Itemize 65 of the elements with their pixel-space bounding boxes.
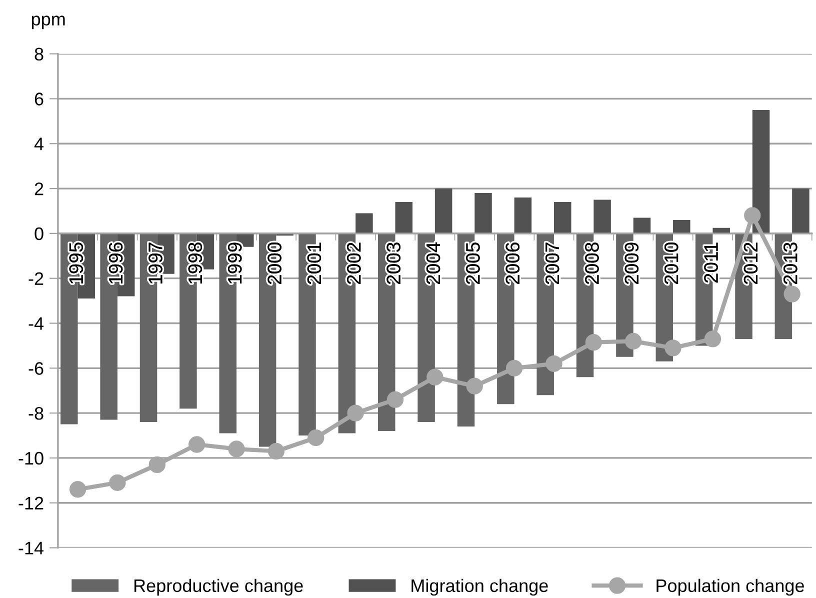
point (625, 332, 642, 350)
bar (434, 188, 452, 234)
point (664, 340, 682, 356)
point (228, 440, 245, 458)
x-tick-label: 2003 (386, 242, 400, 284)
x-tick-label: 2005 (466, 242, 480, 284)
x-tick-label: 1999 (228, 242, 242, 284)
y-tick-label: 2 (34, 182, 44, 196)
point (466, 378, 483, 394)
point (506, 360, 523, 376)
bar (395, 202, 413, 234)
bar (792, 188, 810, 234)
point (188, 436, 206, 453)
x-tick-label: 2000 (268, 242, 282, 284)
y-tick-label: -12 (18, 496, 44, 510)
point (308, 429, 324, 446)
point (69, 481, 86, 498)
x-tick-label: 2004 (426, 242, 440, 284)
x-tick-label: 2012 (744, 242, 758, 284)
y-tick-label: -10 (18, 452, 44, 465)
bar (594, 200, 611, 234)
bar (356, 213, 373, 234)
point (784, 286, 800, 302)
y-tick-label: -2 (28, 272, 44, 285)
point (704, 330, 722, 348)
x-tick-label: 2011 (704, 242, 718, 283)
bar (752, 110, 770, 234)
point (426, 368, 444, 386)
x-tick-label: 2006 (506, 242, 520, 284)
point (585, 334, 602, 351)
x-tick-label: 1997 (148, 242, 162, 284)
point (109, 474, 126, 491)
bar (474, 193, 492, 234)
legend-label: Migration change (412, 578, 548, 596)
y-tick-label: 0 (34, 227, 44, 240)
y-tick-label: -4 (28, 317, 44, 330)
x-tick-label: 2009 (624, 242, 639, 284)
y-tick-label: -8 (28, 406, 44, 420)
point (148, 456, 166, 474)
x-tick-label: 1998 (188, 242, 202, 284)
y-tick-label: 8 (34, 48, 44, 61)
y-axis-title: ppm (32, 16, 65, 30)
bar (673, 220, 690, 234)
point (268, 442, 285, 460)
point (546, 355, 562, 372)
point (386, 391, 404, 408)
bar (633, 218, 651, 234)
point (347, 404, 364, 422)
legend-label: Reproductive change (134, 578, 303, 596)
x-tick-label: 2010 (664, 242, 678, 284)
y-tick-label: -14 (18, 542, 44, 554)
x-tick-label: 1996 (108, 242, 123, 284)
legend-label: Population change (656, 578, 804, 596)
x-tick-label: 2008 (585, 242, 599, 284)
bar (554, 202, 572, 234)
x-tick-label: 2001 (307, 242, 322, 284)
x-tick-label: 2002 (347, 242, 361, 284)
x-tick-label: 1995 (69, 242, 83, 284)
y-tick-label: 4 (34, 138, 44, 150)
x-tick-label: 2013 (784, 242, 798, 284)
y-tick-label: -6 (28, 362, 44, 375)
y-tick-label: 6 (34, 92, 44, 106)
point (744, 207, 761, 224)
bar (514, 198, 532, 234)
x-tick-label: 2007 (545, 242, 560, 284)
